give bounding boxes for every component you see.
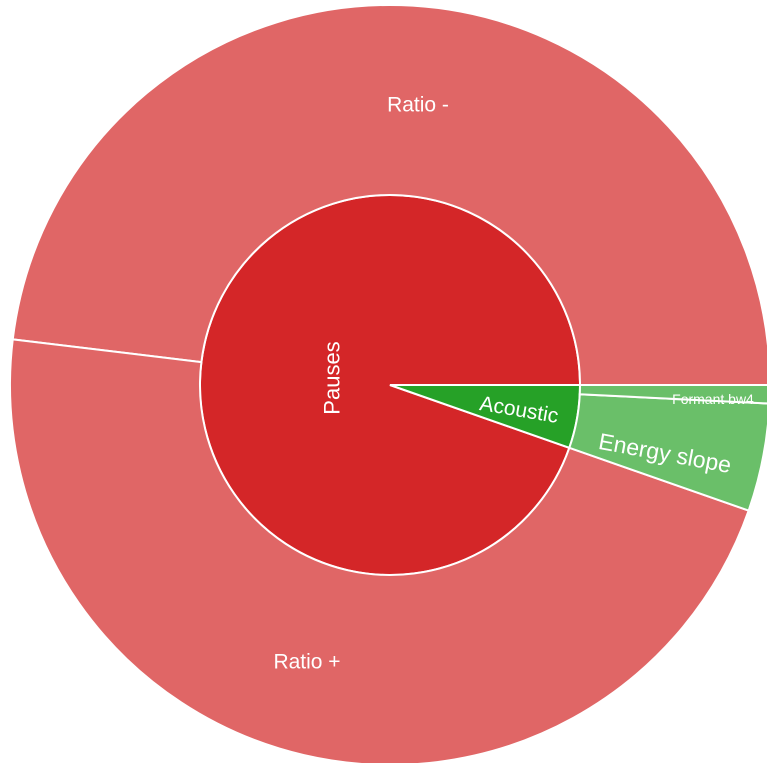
- outer-segment-formant-bw4[interactable]: [578, 384, 767, 405]
- outer-segment-ratio[interactable]: [9, 338, 750, 763]
- label-pauses: Pauses: [320, 341, 345, 414]
- outer-ring: [9, 4, 767, 763]
- label-ratio: Ratio -: [387, 94, 449, 117]
- label-formant-bw4: Formant bw4: [672, 391, 754, 407]
- label-ratio: Ratio +: [273, 651, 340, 674]
- outer-segment-ratio[interactable]: [11, 4, 767, 386]
- inner-ring: [199, 194, 582, 576]
